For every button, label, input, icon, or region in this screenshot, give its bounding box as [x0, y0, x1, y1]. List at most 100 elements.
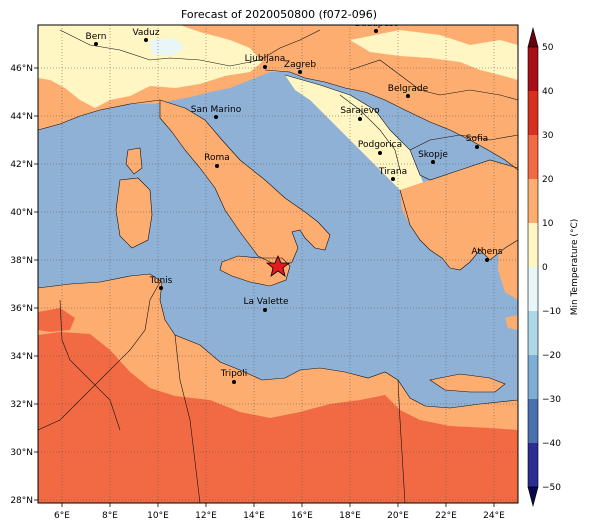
land-africa-hot-west — [38, 308, 75, 332]
colorbar-tick-labels: 50 40 30 20 10 0 −10 −20 −30 −40 −50 — [542, 43, 561, 493]
city-label-skopje: Skopje — [418, 150, 448, 160]
lat-tick-42n: 42°N — [10, 160, 33, 170]
lon-tick-10e: 10°E — [147, 511, 169, 521]
forecast-point-star-marker — [265, 254, 291, 277]
city-label-budapest: Budapest — [355, 19, 398, 29]
land-cold-spot — [150, 38, 185, 56]
colorbar-bin-20-30 — [528, 135, 538, 179]
lon-tick-18e: 18°E — [339, 511, 361, 521]
land-corsica — [126, 148, 142, 174]
city-dot-zagreb — [298, 70, 302, 74]
colorbar-bin-40-50 — [528, 47, 538, 91]
city-markers — [94, 29, 489, 384]
lat-tick-32n: 32°N — [10, 400, 33, 410]
colorbar: 50 40 30 20 10 0 −10 −20 −30 −40 −50 Min… — [527, 26, 580, 508]
city-labels: Bern Vaduz Budapest Ljubljana Zagreb Bel… — [86, 19, 503, 379]
lat-tick-46n: 46°N — [10, 64, 33, 74]
lon-tick-6e: 6°E — [54, 511, 70, 521]
map-frame — [37, 24, 519, 504]
city-label-belgrade: Belgrade — [388, 84, 429, 94]
lat-tick-34n: 34°N — [10, 352, 33, 362]
city-label-sarajevo: Sarajevo — [340, 106, 380, 116]
land-italy — [160, 100, 330, 268]
city-dot-podgorica — [378, 151, 382, 155]
colorbar-bin-10-20 — [528, 179, 538, 223]
colorbar-tick-0: 0 — [542, 263, 548, 273]
lon-tick-16e: 16°E — [291, 511, 313, 521]
city-dot-roma — [215, 164, 219, 168]
lat-tick-36n: 36°N — [10, 304, 33, 314]
land-sardinia — [116, 178, 152, 248]
city-dot-san-marino — [214, 115, 218, 119]
city-label-athens: Athens — [471, 247, 502, 257]
map-panel: Bern Vaduz Budapest Ljubljana Zagreb Bel… — [38, 19, 518, 503]
lon-tick-22e: 22°E — [435, 511, 457, 521]
lon-tick-8e: 8°E — [102, 511, 118, 521]
lat-tick-38n: 38°N — [10, 256, 33, 266]
lat-tick-40n: 40°N — [10, 208, 33, 218]
colorbar-tick-10: 10 — [542, 219, 554, 229]
lon-tick-14e: 14°E — [243, 511, 265, 521]
city-dot-tunis — [159, 286, 163, 290]
city-dot-bern — [94, 42, 98, 46]
land-alps-cool-2 — [350, 30, 518, 80]
colorbar-tick-50: 50 — [542, 43, 554, 53]
city-label-tripoli: Tripoli — [220, 369, 248, 379]
lat-tick-marks — [34, 67, 38, 501]
colorbar-tick-m40: −40 — [542, 439, 561, 449]
colorbar-tick-m30: −30 — [542, 395, 561, 405]
land-aegean-island — [505, 315, 518, 330]
lon-tick-20e: 20°E — [387, 511, 409, 521]
city-label-la-valette: La Valette — [244, 297, 289, 307]
city-dot-vaduz — [144, 38, 148, 42]
country-borders — [38, 29, 518, 503]
colorbar-bin-m10-0 — [528, 267, 538, 311]
colorbar-bin-m40-m30 — [528, 399, 538, 443]
lon-tick-labels: 6°E 8°E 10°E 12°E 14°E 16°E 18°E 20°E 22… — [54, 511, 505, 521]
city-dot-tripoli — [232, 380, 236, 384]
colorbar-tick-30: 30 — [542, 131, 554, 141]
land-crete — [430, 374, 505, 392]
colorbar-bin-m30-m20 — [528, 355, 538, 399]
colorbar-bin-m50-m40 — [528, 443, 538, 487]
colorbar-extend-top — [527, 26, 539, 48]
city-label-tunis: Tunis — [149, 276, 173, 286]
city-dot-ljubljana — [263, 65, 267, 69]
city-dot-athens — [485, 258, 489, 262]
city-dot-sofia — [475, 145, 479, 149]
colorbar-tick-40: 40 — [542, 87, 554, 97]
colorbar-tick-m20: −20 — [542, 351, 561, 361]
colorbar-bin-m20-m10 — [528, 311, 538, 355]
colorbar-tick-m10: −10 — [542, 307, 561, 317]
city-label-tirana: Tirana — [378, 167, 407, 177]
colorbar-title: Min Temperature (°C) — [570, 219, 580, 316]
city-dot-sarajevo — [358, 117, 362, 121]
city-dot-belgrade — [406, 94, 410, 98]
city-label-sofia: Sofia — [466, 134, 488, 144]
city-label-roma: Roma — [204, 153, 230, 163]
city-dot-la-valette — [263, 308, 267, 312]
colorbar-tick-m50: −50 — [542, 483, 561, 493]
land-turkey — [498, 225, 518, 300]
city-label-zagreb: Zagreb — [284, 60, 316, 70]
lon-tick-marks — [61, 503, 495, 507]
city-dot-skopje — [431, 160, 435, 164]
land-greece — [400, 160, 518, 270]
city-dot-budapest — [374, 29, 378, 33]
city-label-ljubljana: Ljubljana — [245, 54, 286, 64]
city-label-podgorica: Podgorica — [358, 140, 402, 150]
city-dot-tirana — [391, 177, 395, 181]
lon-tick-12e: 12°E — [195, 511, 217, 521]
lat-tick-44n: 44°N — [10, 112, 33, 122]
colorbar-extend-bottom — [527, 486, 539, 508]
lon-tick-24e: 24°E — [483, 511, 505, 521]
city-label-san-marino: San Marino — [191, 105, 242, 115]
city-label-vaduz: Vaduz — [132, 28, 159, 38]
city-label-bern: Bern — [86, 32, 107, 42]
colorbar-bin-0-10 — [528, 223, 538, 267]
colorbar-bin-30-40 — [528, 91, 538, 135]
lat-tick-labels: 46°N 44°N 42°N 40°N 38°N 36°N 34°N 32°N … — [10, 64, 33, 506]
lat-tick-28n: 28°N — [10, 496, 33, 506]
map-title: Forecast of 2020050800 (f072-096) — [180, 8, 378, 21]
